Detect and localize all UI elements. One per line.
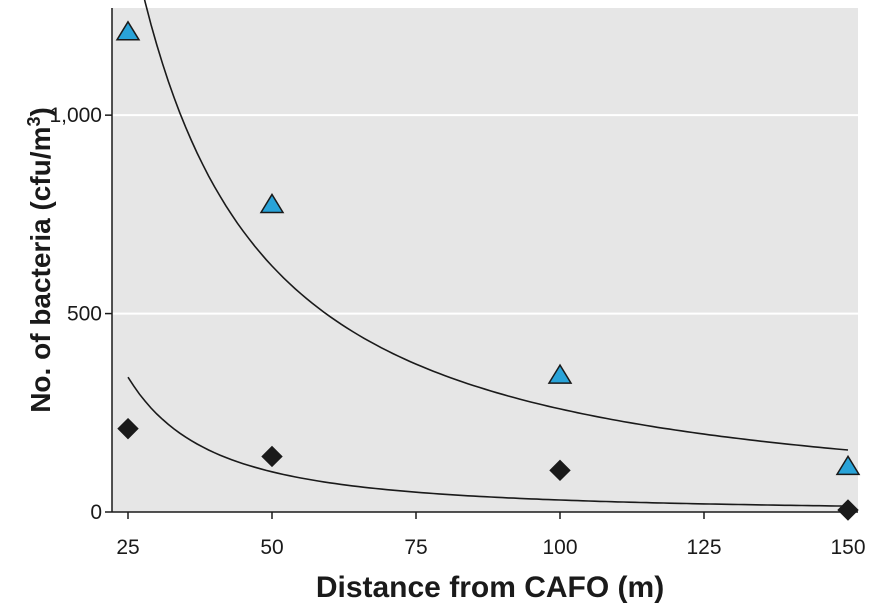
data-markers	[115, 20, 861, 521]
y-axis-title-suffix: )	[25, 107, 56, 116]
x-tick-label: 50	[260, 536, 283, 559]
y-axis-title-main: No. of bacteria (cfu/m	[25, 127, 56, 413]
trend-curves	[127, 0, 849, 507]
x-tick-label: 100	[542, 536, 577, 559]
diamond-marker	[549, 459, 571, 482]
diamond-marker	[117, 417, 139, 440]
diamond-marker	[261, 445, 283, 468]
y-axis-title-superscript: 3	[24, 117, 44, 127]
x-tick-label: 150	[830, 536, 865, 559]
trend-curve-1	[143, 0, 849, 451]
x-tick-labels: 25 50 75 100 125 150	[116, 536, 865, 559]
y-tick-labels: 0 500 1,000	[49, 104, 102, 524]
diamond-marker	[837, 499, 859, 521]
triangle-marker	[547, 363, 573, 384]
plot-area	[112, 8, 858, 512]
triangle-marker	[259, 193, 285, 214]
x-axis-title: Distance from CAFO (m)	[316, 571, 664, 604]
triangle-marker	[115, 20, 141, 41]
x-tick-label: 25	[116, 536, 139, 559]
triangle-marker	[835, 454, 861, 476]
y-tick-label: 500	[67, 303, 102, 326]
y-axis-title: No. of bacteria (cfu/m3)	[24, 107, 56, 413]
x-tick-label: 125	[686, 536, 721, 559]
y-tick-label: 1,000	[49, 104, 102, 127]
axes	[105, 8, 858, 519]
y-tick-label: 0	[90, 501, 102, 524]
trend-curve-2	[127, 376, 849, 507]
gridlines	[112, 114, 858, 315]
x-tick-label: 75	[404, 536, 427, 559]
